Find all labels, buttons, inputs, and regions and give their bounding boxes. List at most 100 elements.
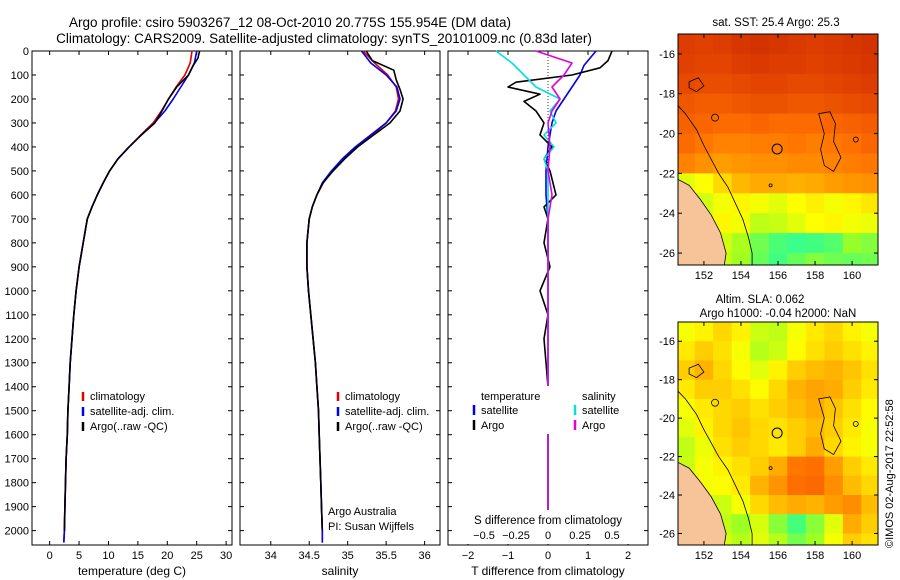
heatmap-cell bbox=[824, 34, 844, 55]
sst-map-coastline bbox=[677, 77, 859, 266]
heatmap-cell bbox=[731, 53, 751, 75]
heatmap-cell bbox=[805, 133, 825, 154]
heatmap-cell bbox=[861, 133, 879, 154]
heatmap-cell bbox=[805, 341, 825, 361]
heatmap-cell bbox=[694, 398, 714, 419]
heatmap-cell bbox=[768, 341, 788, 361]
x-tick-label: 158 bbox=[806, 270, 824, 282]
heatmap-cell bbox=[713, 34, 733, 55]
heatmap-cell bbox=[768, 533, 788, 546]
y-tick-label: 1400 bbox=[5, 382, 29, 394]
difference-legend: temperature satellite Argo salinity satellit… bbox=[472, 391, 619, 432]
heatmap-cell bbox=[731, 153, 751, 174]
heatmap-cell bbox=[824, 514, 844, 534]
heatmap-cell bbox=[842, 322, 862, 342]
y-tick-label: 300 bbox=[11, 118, 29, 130]
seamount-contour bbox=[852, 420, 859, 427]
heatmap-cell bbox=[678, 93, 696, 115]
heatmap-cell bbox=[731, 533, 751, 546]
heatmap-cell bbox=[824, 253, 844, 266]
heatmap-cell bbox=[713, 53, 733, 75]
y-tick-label: -20 bbox=[659, 129, 675, 141]
temperature-profile-panel: 0100200300400500600700800900100011001200… bbox=[5, 46, 233, 578]
heatmap-cell bbox=[731, 113, 751, 135]
y-tick-label: 700 bbox=[11, 214, 29, 226]
heatmap-cell bbox=[768, 93, 788, 115]
heatmap-cell bbox=[787, 233, 807, 254]
heatmap-cell bbox=[842, 437, 862, 457]
shoal-contour bbox=[688, 77, 705, 93]
x-tick-label: 35.5 bbox=[375, 550, 396, 562]
heatmap-cell bbox=[824, 173, 844, 194]
heatmap-cell bbox=[750, 73, 770, 95]
heatmap-cell bbox=[694, 341, 714, 361]
heatmap-cell bbox=[824, 113, 844, 135]
heatmap-cell bbox=[768, 193, 788, 214]
y-tick-label: -18 bbox=[659, 89, 675, 101]
heatmap-cell bbox=[842, 113, 862, 135]
s-tick-label: −0.25 bbox=[502, 530, 530, 542]
series-line-salinity-argo bbox=[535, 50, 573, 531]
heatmap-cell bbox=[861, 475, 879, 496]
imos-timestamp: ©IMOS 02-Aug-2017 22:52:58 bbox=[884, 399, 896, 548]
heatmap-cell bbox=[787, 322, 807, 342]
temperature-axis-ticks: 0100200300400500600700800900100011001200… bbox=[5, 46, 233, 562]
heatmap-cell bbox=[805, 322, 825, 342]
heatmap-cell bbox=[824, 133, 844, 154]
heatmap-cell bbox=[750, 93, 770, 115]
heatmap-cell bbox=[805, 253, 825, 266]
y-tick-label: 600 bbox=[11, 190, 29, 202]
x-tick-label: 160 bbox=[843, 550, 861, 562]
heatmap-cell bbox=[750, 253, 770, 266]
heatmap-cell bbox=[731, 341, 751, 361]
heatmap-cell bbox=[713, 133, 733, 154]
y-tick-label: 200 bbox=[11, 94, 29, 106]
heatmap-cell bbox=[861, 418, 879, 438]
sst-heatmap bbox=[678, 34, 879, 266]
heatmap-cell bbox=[805, 437, 825, 457]
heatmap-cell bbox=[713, 456, 733, 477]
sla-map-panel: Altim. SLA: 0.062 Argo h1000: -0.04 h200… bbox=[659, 294, 879, 562]
y-tick-label: -16 bbox=[659, 336, 675, 348]
heatmap-cell bbox=[787, 213, 807, 234]
heatmap-cell bbox=[731, 437, 751, 457]
heatmap-cell bbox=[824, 341, 844, 361]
legend-label: Argo(..raw -QC) bbox=[345, 421, 423, 433]
heatmap-cell bbox=[842, 360, 862, 381]
heatmap-cell bbox=[805, 93, 825, 115]
y-tick-label: 1000 bbox=[5, 286, 29, 298]
x-tick-label: 154 bbox=[732, 270, 750, 282]
series-line-argo-raw-qc- bbox=[306, 50, 404, 531]
heatmap-cell bbox=[694, 53, 714, 75]
heatmap-cell bbox=[731, 456, 751, 477]
s-difference-axis-label: S difference from climatology bbox=[474, 515, 622, 527]
s-tick-label: 0 bbox=[545, 530, 551, 542]
heatmap-cell bbox=[731, 398, 751, 419]
x-tick-label: 0 bbox=[545, 550, 551, 562]
heatmap-cell bbox=[861, 360, 879, 381]
seamount-contour bbox=[768, 183, 773, 188]
heatmap-cell bbox=[861, 322, 879, 342]
y-tick-label: 900 bbox=[11, 262, 29, 274]
x-tick-label: 15 bbox=[132, 550, 144, 562]
heatmap-cell bbox=[731, 73, 751, 95]
y-tick-label: 1300 bbox=[5, 358, 29, 370]
heatmap-cell bbox=[824, 193, 844, 214]
heatmap-cell bbox=[805, 233, 825, 254]
legend-label: climatology bbox=[345, 391, 401, 403]
heatmap-cell bbox=[713, 113, 733, 135]
heatmap-cell bbox=[787, 253, 807, 266]
heatmap-cell bbox=[750, 173, 770, 194]
heatmap-cell bbox=[768, 34, 788, 55]
heatmap-cell bbox=[678, 360, 696, 381]
heatmap-cell bbox=[824, 475, 844, 496]
heatmap-cell bbox=[678, 153, 696, 174]
heatmap-cell bbox=[678, 379, 696, 400]
heatmap-cell bbox=[750, 213, 770, 234]
heatmap-cell bbox=[842, 53, 862, 75]
heatmap-cell bbox=[787, 53, 807, 75]
heatmap-cell bbox=[824, 233, 844, 254]
heatmap-cell bbox=[694, 133, 714, 154]
heatmap-cell bbox=[678, 34, 696, 55]
heatmap-cell bbox=[842, 475, 862, 496]
